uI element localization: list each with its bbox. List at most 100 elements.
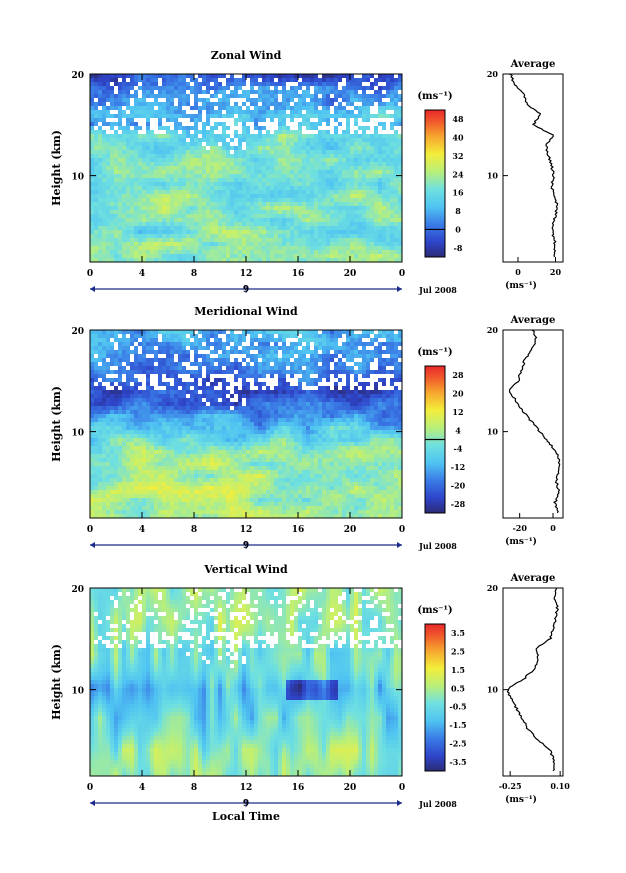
heatmap-cell <box>310 242 315 247</box>
heatmap-cell <box>94 258 99 263</box>
heatmap-cell <box>126 150 131 155</box>
heatmap-cell <box>138 358 143 363</box>
heatmap-cell <box>298 366 303 371</box>
heatmap-cell <box>174 226 179 231</box>
heatmap-cell <box>246 350 251 355</box>
heatmap-cell <box>142 386 147 391</box>
heatmap-cell <box>198 186 203 191</box>
heatmap-cell <box>302 74 307 79</box>
heatmap-cell <box>174 102 179 107</box>
heatmap-cell <box>138 90 143 95</box>
heatmap-cell <box>98 158 103 163</box>
heatmap-cell <box>286 90 291 95</box>
heatmap-cell <box>142 394 147 399</box>
heatmap-cell <box>246 110 251 115</box>
heatmap-cell <box>286 114 291 119</box>
heatmap-cell <box>270 366 275 371</box>
heatmap-cell <box>386 138 391 143</box>
heatmap-cell <box>374 106 379 111</box>
heatmap-cell <box>302 154 307 159</box>
heatmap-cell <box>170 390 175 395</box>
heatmap-cell <box>222 158 227 163</box>
heatmap-cell <box>98 78 103 83</box>
heatmap-cell <box>322 338 327 343</box>
heatmap-cell <box>214 174 219 179</box>
heatmap-cell <box>286 226 291 231</box>
heatmap-cell <box>374 382 379 387</box>
heatmap-cell <box>318 86 323 91</box>
heatmap-cell <box>370 102 375 107</box>
heatmap-cell <box>210 114 215 119</box>
heatmap-cell <box>218 358 223 363</box>
heatmap-cell <box>250 118 255 123</box>
heatmap-cell <box>246 114 251 119</box>
heatmap-cell <box>238 338 243 343</box>
heatmap-cell <box>394 370 399 375</box>
heatmap-cell <box>330 386 335 391</box>
heatmap-cell <box>110 114 115 119</box>
heatmap-cell <box>310 102 315 107</box>
heatmap-cell <box>390 234 395 239</box>
heatmap-cell <box>390 206 395 211</box>
heatmap-cell <box>338 190 343 195</box>
heatmap-cell <box>306 150 311 155</box>
heatmap-cell <box>190 242 195 247</box>
heatmap-cell <box>154 94 159 99</box>
heatmap-cell <box>150 150 155 155</box>
heatmap-cell <box>90 206 95 211</box>
heatmap-cell <box>330 162 335 167</box>
heatmap-cell <box>98 378 103 383</box>
heatmap-cell <box>122 254 127 259</box>
heatmap-cell <box>254 118 259 123</box>
heatmap-cell <box>270 166 275 171</box>
heatmap-cell <box>370 242 375 247</box>
heatmap-cell <box>162 330 167 335</box>
heatmap-cell <box>286 142 291 147</box>
heatmap-cell <box>194 74 199 79</box>
heatmap-cell <box>178 154 183 159</box>
heatmap-cell <box>182 150 187 155</box>
heatmap-cell <box>94 94 99 99</box>
heatmap-cell <box>174 78 179 83</box>
heatmap-cell <box>182 110 187 115</box>
heatmap-cell <box>278 246 283 251</box>
heatmap-cell <box>318 198 323 203</box>
heatmap-cell <box>210 342 215 347</box>
heatmap-cell <box>150 98 155 103</box>
heatmap-cell <box>330 106 335 111</box>
heatmap-cell <box>250 246 255 251</box>
heatmap-cell <box>398 190 403 195</box>
heatmap-cell <box>150 374 155 379</box>
heatmap-cell <box>254 74 259 79</box>
heatmap-cell <box>150 138 155 143</box>
heatmap-cell <box>218 186 223 191</box>
heatmap-cell <box>254 378 259 383</box>
heatmap-cell <box>290 190 295 195</box>
heatmap-cell <box>142 130 147 135</box>
heatmap-cell <box>138 202 143 207</box>
heatmap-cell <box>214 234 219 239</box>
heatmap-cell <box>250 198 255 203</box>
heatmap-cell <box>202 74 207 79</box>
heatmap-cell <box>246 78 251 83</box>
heatmap-cell <box>346 186 351 191</box>
heatmap-cell <box>138 162 143 167</box>
heatmap-cell <box>270 246 275 251</box>
heatmap-cell <box>206 390 211 395</box>
heatmap-cell <box>182 218 187 223</box>
heatmap-cell <box>318 146 323 151</box>
heatmap-cell <box>398 390 403 395</box>
heatmap-cell <box>306 214 311 219</box>
heatmap-cell <box>190 98 195 103</box>
heatmap-cell <box>210 178 215 183</box>
heatmap-cell <box>330 338 335 343</box>
heatmap-cell <box>398 178 403 183</box>
heatmap-cell <box>374 186 379 191</box>
heatmap-cell <box>174 146 179 151</box>
heatmap-cell <box>146 382 151 387</box>
heatmap-cell <box>390 114 395 119</box>
heatmap-cell <box>342 102 347 107</box>
heatmap-cell <box>310 142 315 147</box>
heatmap-cell <box>370 374 375 379</box>
heatmap-cell <box>90 250 95 255</box>
